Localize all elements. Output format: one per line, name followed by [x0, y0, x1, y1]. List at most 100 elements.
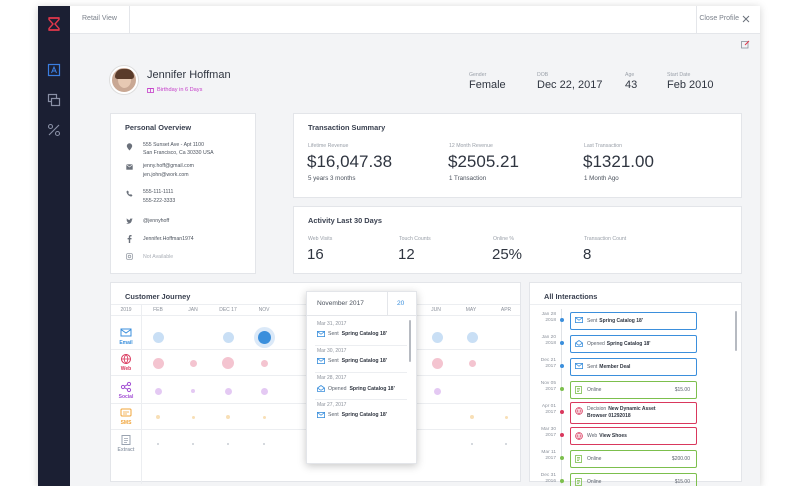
channel-label: SMS — [120, 420, 132, 426]
journey-dot[interactable] — [505, 443, 507, 445]
interaction-row[interactable]: Dec 21 2017 Sent Member Deal — [530, 356, 710, 378]
journey-dot[interactable] — [263, 443, 265, 445]
journey-month: FEB — [153, 307, 163, 313]
close-profile-label[interactable]: Close Profile — [699, 15, 739, 22]
extract-channel-icon — [121, 435, 131, 445]
gender-value: Female — [469, 79, 506, 91]
interaction-row[interactable]: Jan 20 2018 Opened Spring Catalog 18' — [530, 333, 710, 355]
dob-label: DOB — [537, 72, 549, 78]
card-title: Personal Overview — [125, 123, 192, 132]
timeline-dot — [560, 364, 564, 368]
globe-icon — [575, 407, 583, 418]
journey-dot[interactable] — [191, 389, 195, 393]
interaction-box[interactable]: Sent Spring Catalog 18' — [570, 312, 697, 330]
email-icon — [317, 331, 325, 337]
card-title: Transaction Summary — [308, 123, 386, 132]
journey-dot[interactable] — [224, 387, 232, 395]
interaction-row[interactable]: Apr 01 2017 Decision New Dynamic Asset Brow… — [530, 402, 710, 424]
journey-dot[interactable] — [227, 443, 229, 445]
percent-icon[interactable] — [44, 120, 64, 140]
popup-item[interactable]: Mar 30, 2017 Sent Spring Catalog 18' — [317, 348, 388, 364]
twelve-month-revenue: $2505.21 — [448, 152, 519, 171]
start-date-value: Feb 2010 — [667, 79, 714, 91]
journey-dot[interactable] — [191, 415, 195, 419]
twitter-icon — [126, 218, 133, 224]
transaction-count: 8 — [583, 246, 592, 263]
timeline-dot — [560, 456, 564, 460]
timeline-dot — [560, 387, 564, 391]
interaction-box[interactable]: Online $15.00 — [570, 381, 697, 399]
journey-dot[interactable] — [156, 415, 160, 419]
popup-count: 20 — [397, 300, 405, 307]
journey-dot[interactable] — [154, 387, 162, 395]
interaction-box[interactable]: Online $15.00 — [570, 473, 697, 486]
close-icon[interactable] — [742, 15, 750, 23]
popup-item[interactable]: Mar 28, 2017 Opened Spring Catalog 18' — [317, 375, 395, 392]
journey-dot[interactable] — [470, 415, 474, 419]
profile-icon[interactable] — [44, 60, 64, 80]
journey-month: JAN — [188, 307, 198, 313]
interaction-box[interactable]: Opened Spring Catalog 18' — [570, 335, 697, 353]
customer-name: Jennifer Hoffman — [147, 69, 231, 81]
card-title: Customer Journey — [125, 292, 191, 301]
journey-dot[interactable] — [466, 331, 478, 343]
journey-dot[interactable] — [257, 330, 271, 344]
journey-dot[interactable] — [152, 357, 164, 369]
email-icon — [317, 358, 325, 364]
journey-dot[interactable] — [433, 387, 441, 395]
interaction-box[interactable]: Web View Shoes — [570, 427, 697, 445]
journey-dot[interactable] — [504, 415, 508, 419]
popup-scrollbar[interactable] — [409, 320, 411, 362]
journey-dot[interactable] — [192, 443, 194, 445]
interaction-box[interactable]: Online $200.00 — [570, 450, 697, 468]
journey-dot[interactable] — [222, 331, 234, 343]
interaction-box[interactable]: Sent Member Deal — [570, 358, 697, 376]
channel-label: Extract — [117, 447, 135, 453]
phone-icon — [126, 190, 133, 197]
interactions-scrollbar[interactable] — [735, 311, 737, 351]
globe-icon — [575, 432, 583, 442]
personal-overview-card: Personal Overview 555 Sunset Ave - Apt 1… — [110, 113, 256, 274]
interaction-row[interactable]: Dec 31 2016 Online $15.00 — [530, 471, 710, 486]
facebook-icon — [127, 235, 132, 243]
journey-dot[interactable] — [260, 359, 268, 367]
journey-dot[interactable] — [431, 331, 443, 343]
hourglass-logo-icon[interactable] — [44, 14, 64, 34]
layers-icon[interactable] — [44, 90, 64, 110]
channel-label: Web — [120, 366, 132, 372]
edit-icon[interactable] — [741, 40, 750, 49]
receipt-icon — [575, 478, 582, 486]
card-title: Activity Last 30 Days — [308, 216, 382, 225]
interaction-row[interactable]: Mar 30 2017 Web View Shoes — [530, 425, 710, 447]
gender-label: Gender — [469, 72, 487, 78]
location-icon — [126, 143, 133, 151]
popup-item[interactable]: Mar 27, 2017 Sent Spring Catalog 18' — [317, 402, 388, 418]
journey-dot[interactable] — [468, 359, 476, 367]
interaction-row[interactable]: Jan 28 2018 Sent Spring Catalog 18' — [530, 310, 710, 332]
gift-icon — [147, 88, 154, 93]
journey-month: DEC 17 — [219, 307, 237, 313]
journey-dot[interactable] — [431, 357, 443, 369]
timeline-dot — [560, 479, 564, 483]
timeline-dot — [560, 318, 564, 322]
journey-dot[interactable] — [157, 443, 159, 445]
journey-dot[interactable] — [222, 357, 234, 369]
journey-dot[interactable] — [262, 415, 266, 419]
journey-dot[interactable] — [471, 443, 473, 445]
journey-dot[interactable] — [226, 415, 230, 419]
open-email-icon — [317, 385, 325, 392]
avatar — [110, 66, 138, 94]
journey-dot[interactable] — [260, 387, 268, 395]
interaction-row[interactable]: Nov 05 2017 Online $15.00 — [530, 379, 710, 401]
age-label: Age — [625, 72, 635, 78]
age-value: 43 — [625, 79, 638, 91]
view-label[interactable]: Retail View — [82, 15, 117, 22]
dob-value: Dec 22, 2017 — [537, 79, 603, 91]
popup-item[interactable]: Mar 31, 2017 Sent Spring Catalog 18' — [317, 321, 388, 337]
interaction-box[interactable]: Decision New Dynamic Asset Browser 0129201… — [570, 402, 697, 424]
all-interactions-card: All Interactions Jan 28 2018 Sent Spring C… — [529, 282, 742, 486]
journey-dot[interactable] — [189, 359, 197, 367]
interaction-row[interactable]: Mar 11 2017 Online $200.00 — [530, 448, 710, 470]
journey-dot[interactable] — [152, 331, 164, 343]
journey-year: 2019 — [120, 307, 132, 313]
